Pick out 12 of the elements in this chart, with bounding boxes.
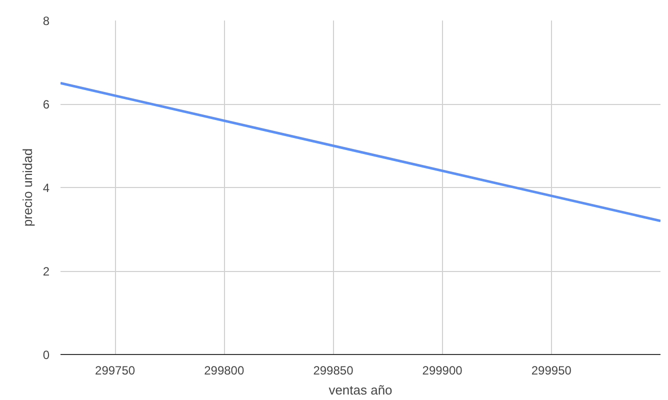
- y-tick-label: 0: [42, 348, 50, 362]
- y-tick-label: 8: [42, 14, 50, 28]
- y-tick-label: 4: [42, 181, 50, 195]
- x-tick-label: 299950: [531, 364, 572, 378]
- x-axis-title: ventas año: [328, 382, 392, 398]
- x-tick-label: 299850: [313, 364, 354, 378]
- y-tick-label: 2: [42, 264, 50, 278]
- x-tick-label: 299750: [95, 364, 136, 378]
- x-tick-label: 299900: [422, 364, 463, 378]
- x-tick-label: 299800: [204, 364, 244, 378]
- y-tick-label: 6: [42, 98, 50, 112]
- y-axis-title: precio unidad: [20, 148, 35, 227]
